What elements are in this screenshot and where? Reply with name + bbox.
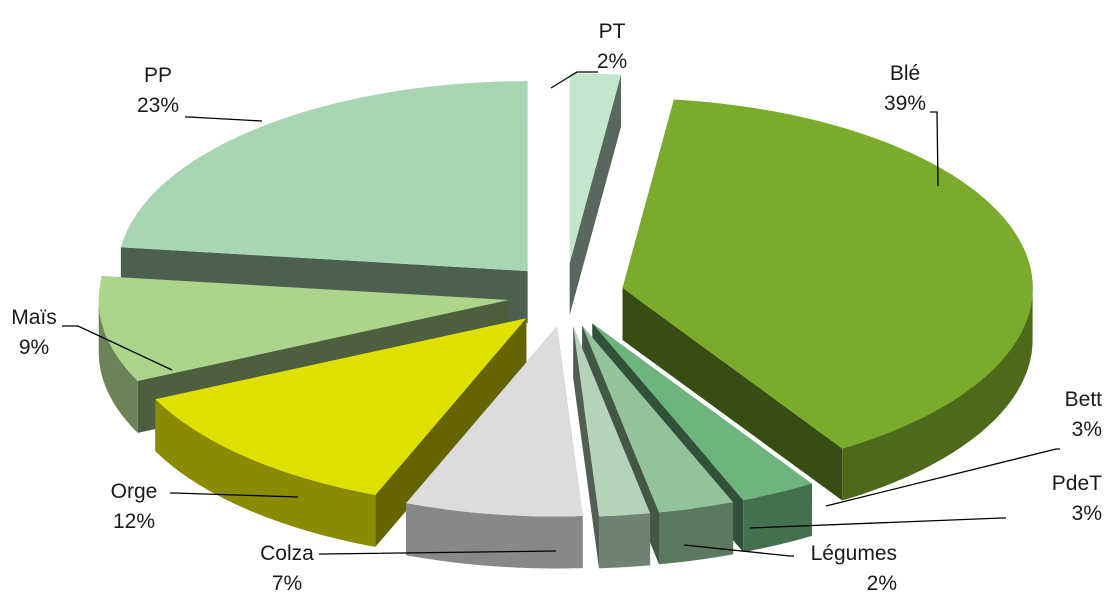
slice-name-label: PT [599, 20, 626, 43]
slice-percent-label: 3% [1072, 502, 1102, 525]
slice-percent-label: 39% [884, 92, 926, 115]
slice-percent-label: 23% [137, 94, 179, 117]
data-label: Colza 7% [260, 542, 557, 594]
pie-slice-orge [155, 318, 527, 547]
slice-top-face [573, 326, 651, 517]
leader-line [170, 492, 299, 498]
slice-outer-wall [98, 297, 138, 433]
slice-side-wall [573, 326, 600, 569]
slice-percent-label: 2% [597, 50, 627, 73]
leader-line [683, 544, 794, 557]
slice-percent-label: 12% [113, 510, 155, 533]
slice-top-face [592, 323, 812, 501]
leader-line [319, 550, 557, 555]
slice-name-label: Orge [111, 480, 158, 503]
data-label: Orge 12% [111, 480, 299, 533]
data-label: Légumes 2% [683, 542, 897, 594]
slice-top-face [622, 99, 1033, 449]
pie-labels: PT 2% Blé 39% Bett 3% PdeT 3% Légumes 2% Colza 7% Or… [11, 20, 1102, 594]
leader-line [550, 71, 598, 89]
pie-slice-legumes [573, 326, 651, 569]
slice-percent-label: 7% [272, 572, 302, 594]
slice-side-wall [569, 74, 622, 316]
leader-line [930, 111, 939, 187]
slice-outer-wall [659, 502, 734, 565]
data-label: PT 2% [550, 20, 627, 89]
leader-line [825, 448, 1060, 507]
pie-slice-pt [569, 73, 622, 316]
slice-outer-wall [599, 513, 651, 569]
leader-line [749, 517, 1006, 529]
slice-percent-label: 3% [1072, 418, 1102, 441]
data-label: PdeT 3% [749, 472, 1102, 529]
data-label: Blé 39% [884, 62, 939, 187]
slice-name-label: Blé [890, 62, 920, 85]
pie-slices [98, 73, 1033, 569]
slice-name-label: Légumes [811, 542, 897, 565]
slice-top-face [98, 276, 509, 381]
slice-top-face [120, 81, 528, 272]
leader-line [185, 116, 263, 122]
slice-top-face [582, 325, 734, 513]
slice-side-wall [622, 288, 843, 501]
data-label: Bett 3% [825, 388, 1103, 507]
slice-top-face [406, 326, 583, 517]
slice-top-face [569, 73, 621, 264]
slice-name-label: Colza [260, 542, 314, 565]
slice-name-label: PP [144, 64, 172, 87]
slice-top-face [155, 318, 527, 495]
data-label: PP 23% [137, 64, 263, 122]
slice-percent-label: 2% [867, 572, 897, 594]
slice-outer-wall [842, 285, 1033, 501]
slice-name-label: PdeT [1052, 472, 1102, 495]
data-label: Maïs 9% [11, 306, 173, 371]
slice-outer-wall [743, 483, 812, 553]
slice-name-label: Bett [1065, 388, 1103, 411]
pie-slice-ble [622, 99, 1033, 501]
slice-name-label: Maïs [11, 306, 57, 329]
leader-line [62, 325, 173, 371]
slice-outer-wall [155, 399, 376, 547]
slice-percent-label: 9% [19, 336, 49, 359]
